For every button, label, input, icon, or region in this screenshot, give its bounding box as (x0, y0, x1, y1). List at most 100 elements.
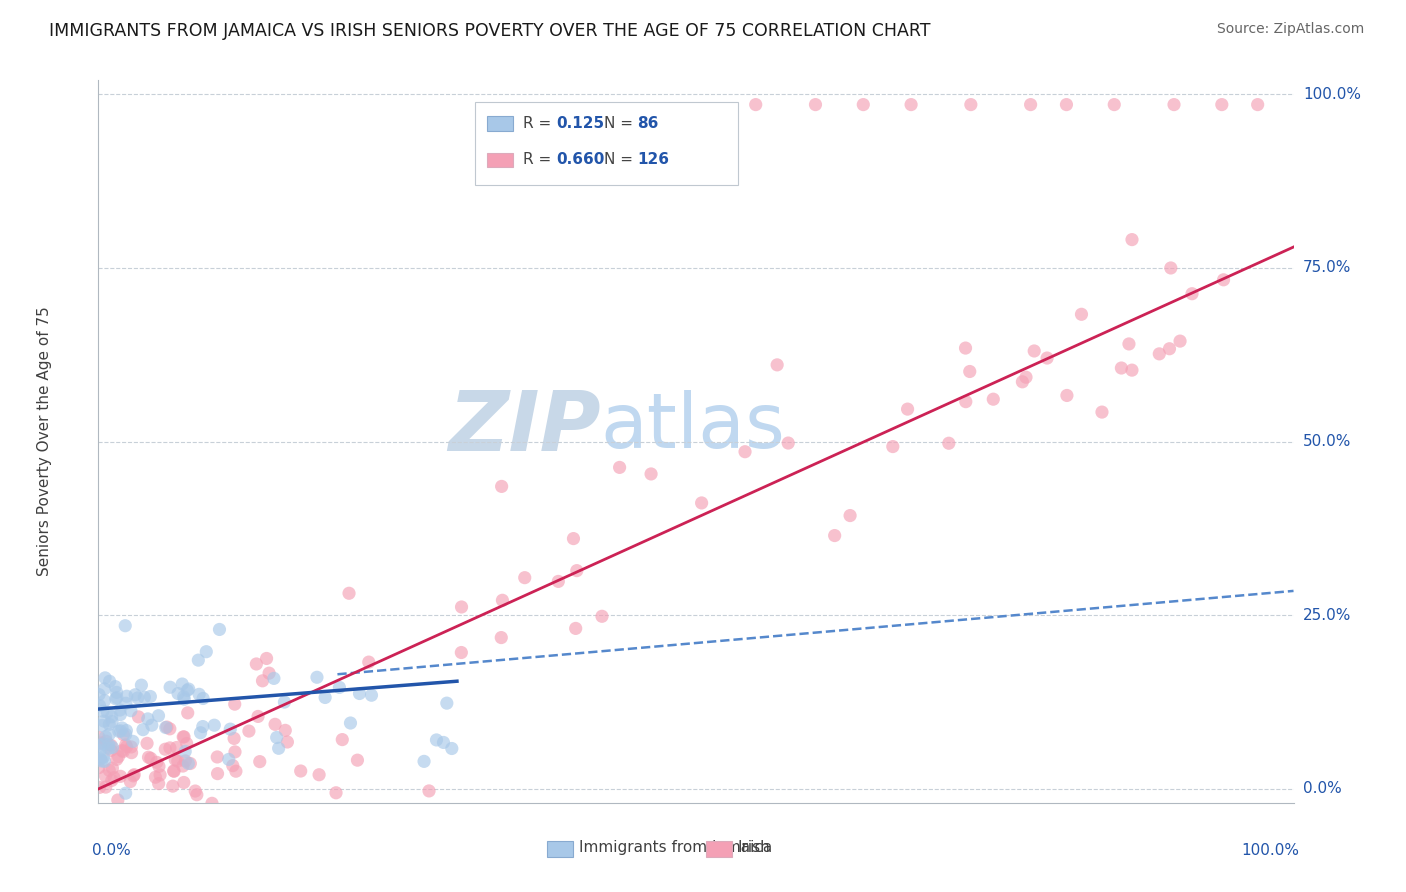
Point (97, 741, 120, 756)
Point (290, 764, 312, 778)
Text: 86: 86 (637, 116, 659, 131)
Point (176, 737, 198, 751)
Point (513, 571, 536, 585)
Text: Source: ZipAtlas.com: Source: ZipAtlas.com (1216, 22, 1364, 37)
Point (276, 735, 298, 749)
Point (159, 722, 181, 736)
Point (1121, 233, 1143, 247)
Point (120, 704, 142, 718)
Point (564, 621, 586, 635)
Point (224, 745, 246, 759)
Point (222, 758, 245, 772)
Point (938, 436, 960, 450)
Point (98, 717, 121, 731)
Point (172, 677, 194, 691)
Point (87, 731, 110, 745)
Point (94, 734, 117, 748)
Text: 0.125: 0.125 (557, 116, 605, 131)
Point (1159, 342, 1181, 356)
Point (89, 738, 111, 752)
Text: ZIP: ZIP (447, 386, 600, 467)
Point (305, 670, 328, 684)
Point (98, 674, 121, 689)
Point (330, 732, 353, 747)
Point (162, 764, 184, 778)
Point (191, 720, 214, 734)
Point (960, 97, 983, 112)
Point (1212, 273, 1234, 287)
Point (101, 740, 124, 755)
Point (146, 756, 169, 770)
Point (134, 690, 156, 705)
Point (110, 723, 132, 738)
Point (1181, 286, 1204, 301)
Point (132, 723, 155, 737)
Point (591, 609, 613, 624)
Point (173, 730, 195, 744)
Point (191, 691, 214, 706)
Point (100, 773, 122, 788)
Text: 100.0%: 100.0% (1241, 843, 1299, 857)
Text: R =: R = (523, 153, 555, 168)
FancyBboxPatch shape (547, 841, 572, 857)
Point (238, 724, 260, 739)
Point (640, 467, 662, 481)
Point (156, 720, 179, 734)
Point (1091, 405, 1114, 419)
Text: 0.0%: 0.0% (1303, 781, 1341, 797)
Point (328, 681, 350, 695)
Point (264, 717, 287, 731)
Point (104, 680, 127, 694)
Point (565, 564, 588, 578)
Point (208, 623, 231, 637)
Point (804, 97, 827, 112)
Point (172, 759, 194, 773)
Point (89, 780, 111, 795)
Point (188, 687, 211, 701)
Point (108, 703, 131, 717)
Point (139, 751, 162, 765)
Point (1024, 343, 1046, 358)
Point (93, 694, 115, 708)
Point (177, 706, 200, 720)
Point (139, 690, 162, 704)
Point (94, 671, 117, 685)
Point (852, 97, 875, 112)
Point (101, 761, 124, 775)
Text: 50.0%: 50.0% (1303, 434, 1351, 449)
Point (339, 716, 361, 731)
Point (141, 718, 163, 732)
Point (103, 771, 125, 785)
Point (122, 769, 145, 783)
Point (186, 788, 208, 802)
Point (107, 793, 129, 807)
Point (111, 721, 134, 735)
Text: Seniors Poverty Over the Age of 75: Seniors Poverty Over the Age of 75 (37, 307, 52, 576)
Point (98, 727, 121, 741)
Text: Irish: Irish (738, 840, 770, 855)
Point (346, 753, 368, 767)
Point (882, 440, 904, 454)
Text: atlas: atlas (600, 390, 785, 464)
Point (450, 646, 472, 660)
Point (162, 779, 184, 793)
Text: R =: R = (523, 116, 555, 131)
Point (432, 735, 454, 749)
Point (110, 707, 132, 722)
Point (124, 688, 146, 702)
Point (94, 769, 117, 783)
Point (1104, 97, 1126, 112)
Point (120, 739, 142, 754)
Point (101, 714, 124, 729)
Point (104, 691, 127, 706)
Point (93, 755, 115, 769)
Point (115, 690, 138, 704)
Point (225, 764, 247, 779)
Point (136, 712, 159, 726)
Point (1036, 351, 1059, 365)
Point (90, 754, 112, 768)
Point (163, 764, 186, 779)
Point (202, 718, 225, 732)
Point (418, 784, 440, 798)
Point (148, 776, 170, 790)
